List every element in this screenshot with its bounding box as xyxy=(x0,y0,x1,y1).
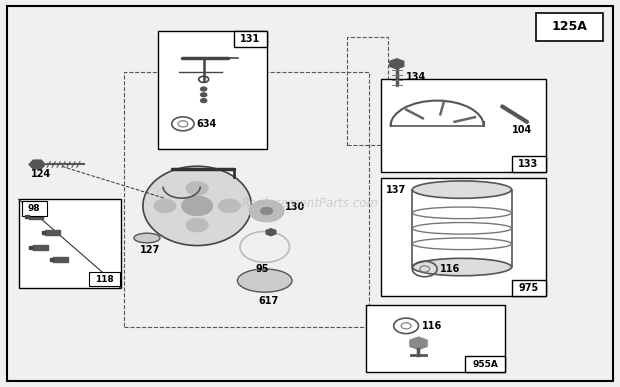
Text: 617: 617 xyxy=(259,296,279,306)
Circle shape xyxy=(182,196,213,216)
Text: 975: 975 xyxy=(518,283,539,293)
Ellipse shape xyxy=(412,259,511,276)
Ellipse shape xyxy=(237,269,292,292)
Text: 116: 116 xyxy=(440,264,461,274)
Circle shape xyxy=(249,200,284,222)
Text: 131: 131 xyxy=(241,34,260,44)
Text: ReplacementParts.com: ReplacementParts.com xyxy=(242,197,378,210)
Text: 130: 130 xyxy=(285,202,306,212)
Bar xyxy=(45,230,60,235)
Bar xyxy=(381,178,546,296)
Bar xyxy=(29,246,33,249)
Bar xyxy=(22,201,46,216)
Bar xyxy=(33,245,48,250)
Bar xyxy=(347,37,388,145)
Text: 95: 95 xyxy=(255,264,269,274)
Bar xyxy=(25,215,29,218)
Circle shape xyxy=(186,182,208,195)
Bar xyxy=(158,31,267,149)
Ellipse shape xyxy=(412,181,511,198)
Circle shape xyxy=(218,199,241,213)
Text: 634: 634 xyxy=(197,119,217,129)
Text: 104: 104 xyxy=(512,125,532,135)
Bar xyxy=(512,280,546,296)
Bar xyxy=(381,79,546,172)
Bar xyxy=(89,272,120,286)
Bar xyxy=(234,31,267,47)
Text: 98: 98 xyxy=(28,204,40,213)
Bar xyxy=(19,199,121,288)
Bar xyxy=(366,305,505,372)
Bar xyxy=(512,156,546,172)
Ellipse shape xyxy=(143,166,252,245)
Circle shape xyxy=(201,93,207,97)
Bar xyxy=(42,231,45,234)
Text: 124: 124 xyxy=(31,169,51,179)
Bar xyxy=(124,72,369,327)
Circle shape xyxy=(260,207,273,215)
Bar xyxy=(53,257,68,262)
Circle shape xyxy=(154,199,176,213)
Bar xyxy=(29,214,43,219)
Circle shape xyxy=(201,99,207,103)
Ellipse shape xyxy=(134,233,160,243)
Text: 125A: 125A xyxy=(552,20,588,33)
Text: 955A: 955A xyxy=(472,360,498,369)
Circle shape xyxy=(201,87,207,91)
Text: 118: 118 xyxy=(95,274,113,284)
Bar xyxy=(536,13,603,41)
Bar xyxy=(50,258,53,261)
Text: 116: 116 xyxy=(422,321,442,331)
Circle shape xyxy=(186,218,208,232)
Text: 134: 134 xyxy=(406,72,427,82)
Text: 137: 137 xyxy=(386,185,407,195)
Text: 133: 133 xyxy=(518,159,539,169)
Text: 127: 127 xyxy=(140,245,160,255)
Bar xyxy=(465,356,505,372)
